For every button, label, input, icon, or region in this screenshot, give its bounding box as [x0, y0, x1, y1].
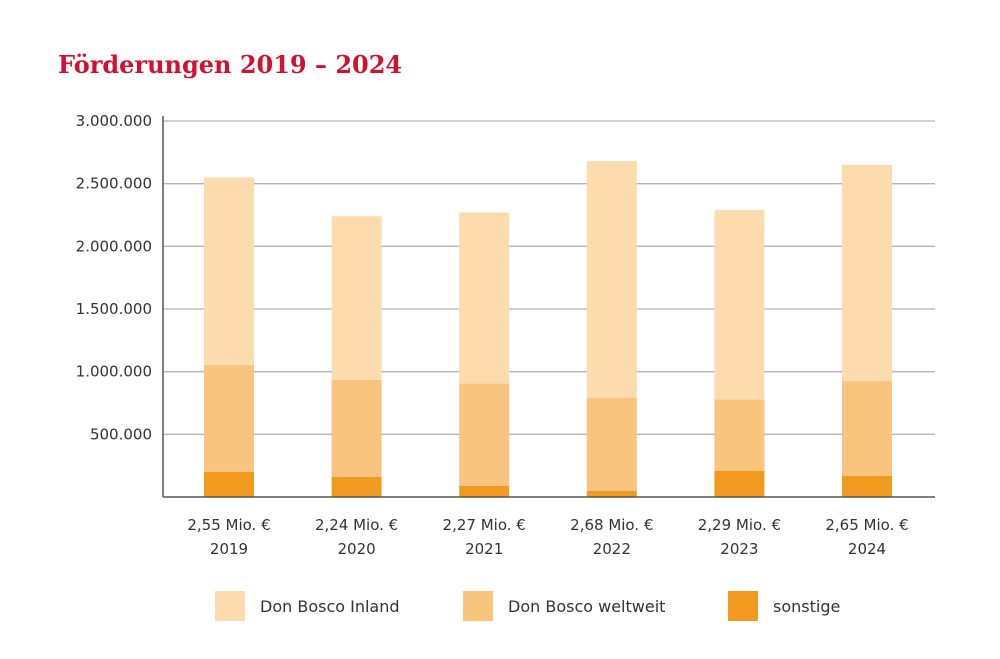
grid-lines — [163, 120, 935, 435]
bar-segment-don-bosco-weltweit — [331, 379, 382, 477]
bar-segment-sonstige — [842, 475, 892, 497]
x-tick-label: 2019 — [210, 540, 248, 558]
legend-swatch — [215, 591, 245, 621]
x-tick-label: 2020 — [338, 540, 376, 558]
bar-segment-sonstige — [331, 476, 382, 497]
y-tick-label: 500.000 — [90, 425, 152, 443]
x-tick-label: 2021 — [465, 540, 503, 558]
y-tick-label: 2.500.000 — [76, 175, 152, 193]
y-tick-label: 1.500.000 — [76, 300, 152, 318]
legend-label: Don Bosco weltweit — [508, 597, 665, 616]
bar-segment-don-bosco-inland — [459, 212, 510, 384]
chart-title: Förderungen 2019 – 2024 — [58, 50, 403, 79]
bar-segment-don-bosco-weltweit — [459, 383, 510, 486]
legend: Don Bosco Inland Don Bosco weltweit sonsti… — [215, 591, 840, 621]
bar-segment-sonstige — [459, 485, 510, 497]
x-tick-label: 2023 — [720, 540, 758, 558]
y-tick-label: 3.000.000 — [76, 112, 152, 130]
legend-swatch — [463, 591, 493, 621]
bar-segment-don-bosco-weltweit — [714, 399, 765, 471]
bar-segment-don-bosco-inland — [714, 209, 765, 400]
y-tick-label: 1.000.000 — [76, 363, 152, 381]
bar-segment-don-bosco-weltweit — [586, 397, 637, 491]
y-tick-label: 2.000.000 — [76, 237, 152, 255]
bar-segment-don-bosco-weltweit — [204, 364, 254, 472]
category-total-label: 2,68 Mio. € — [570, 516, 653, 534]
bar-segment-don-bosco-weltweit — [842, 381, 892, 476]
x-tick-label: 2024 — [848, 540, 886, 558]
x-labels: 2,55 Mio. € 2019 2,24 Mio. € 2020 2,27 Mio. … — [187, 516, 908, 558]
bar-segment-don-bosco-inland — [842, 164, 892, 382]
legend-swatch — [728, 591, 758, 621]
bar-segment-sonstige — [204, 471, 254, 497]
bar-segment-don-bosco-inland — [331, 216, 382, 380]
y-tick-labels: 500.000 1.000.000 1.500.000 2.000.000 2.500.… — [76, 112, 152, 443]
bars — [204, 161, 892, 497]
axes — [162, 116, 935, 498]
legend-label: sonstige — [773, 597, 840, 616]
x-tick-label: 2022 — [593, 540, 631, 558]
category-total-label: 2,65 Mio. € — [825, 516, 908, 534]
category-total-label: 2,27 Mio. € — [443, 516, 526, 534]
category-total-label: 2,29 Mio. € — [698, 516, 781, 534]
bar-segment-don-bosco-inland — [586, 161, 637, 398]
bar-segment-sonstige — [586, 490, 637, 497]
legend-label: Don Bosco Inland — [260, 597, 400, 616]
category-total-label: 2,24 Mio. € — [315, 516, 398, 534]
bar-segment-don-bosco-inland — [204, 177, 254, 365]
category-total-label: 2,55 Mio. € — [187, 516, 270, 534]
bar-segment-sonstige — [714, 470, 765, 497]
